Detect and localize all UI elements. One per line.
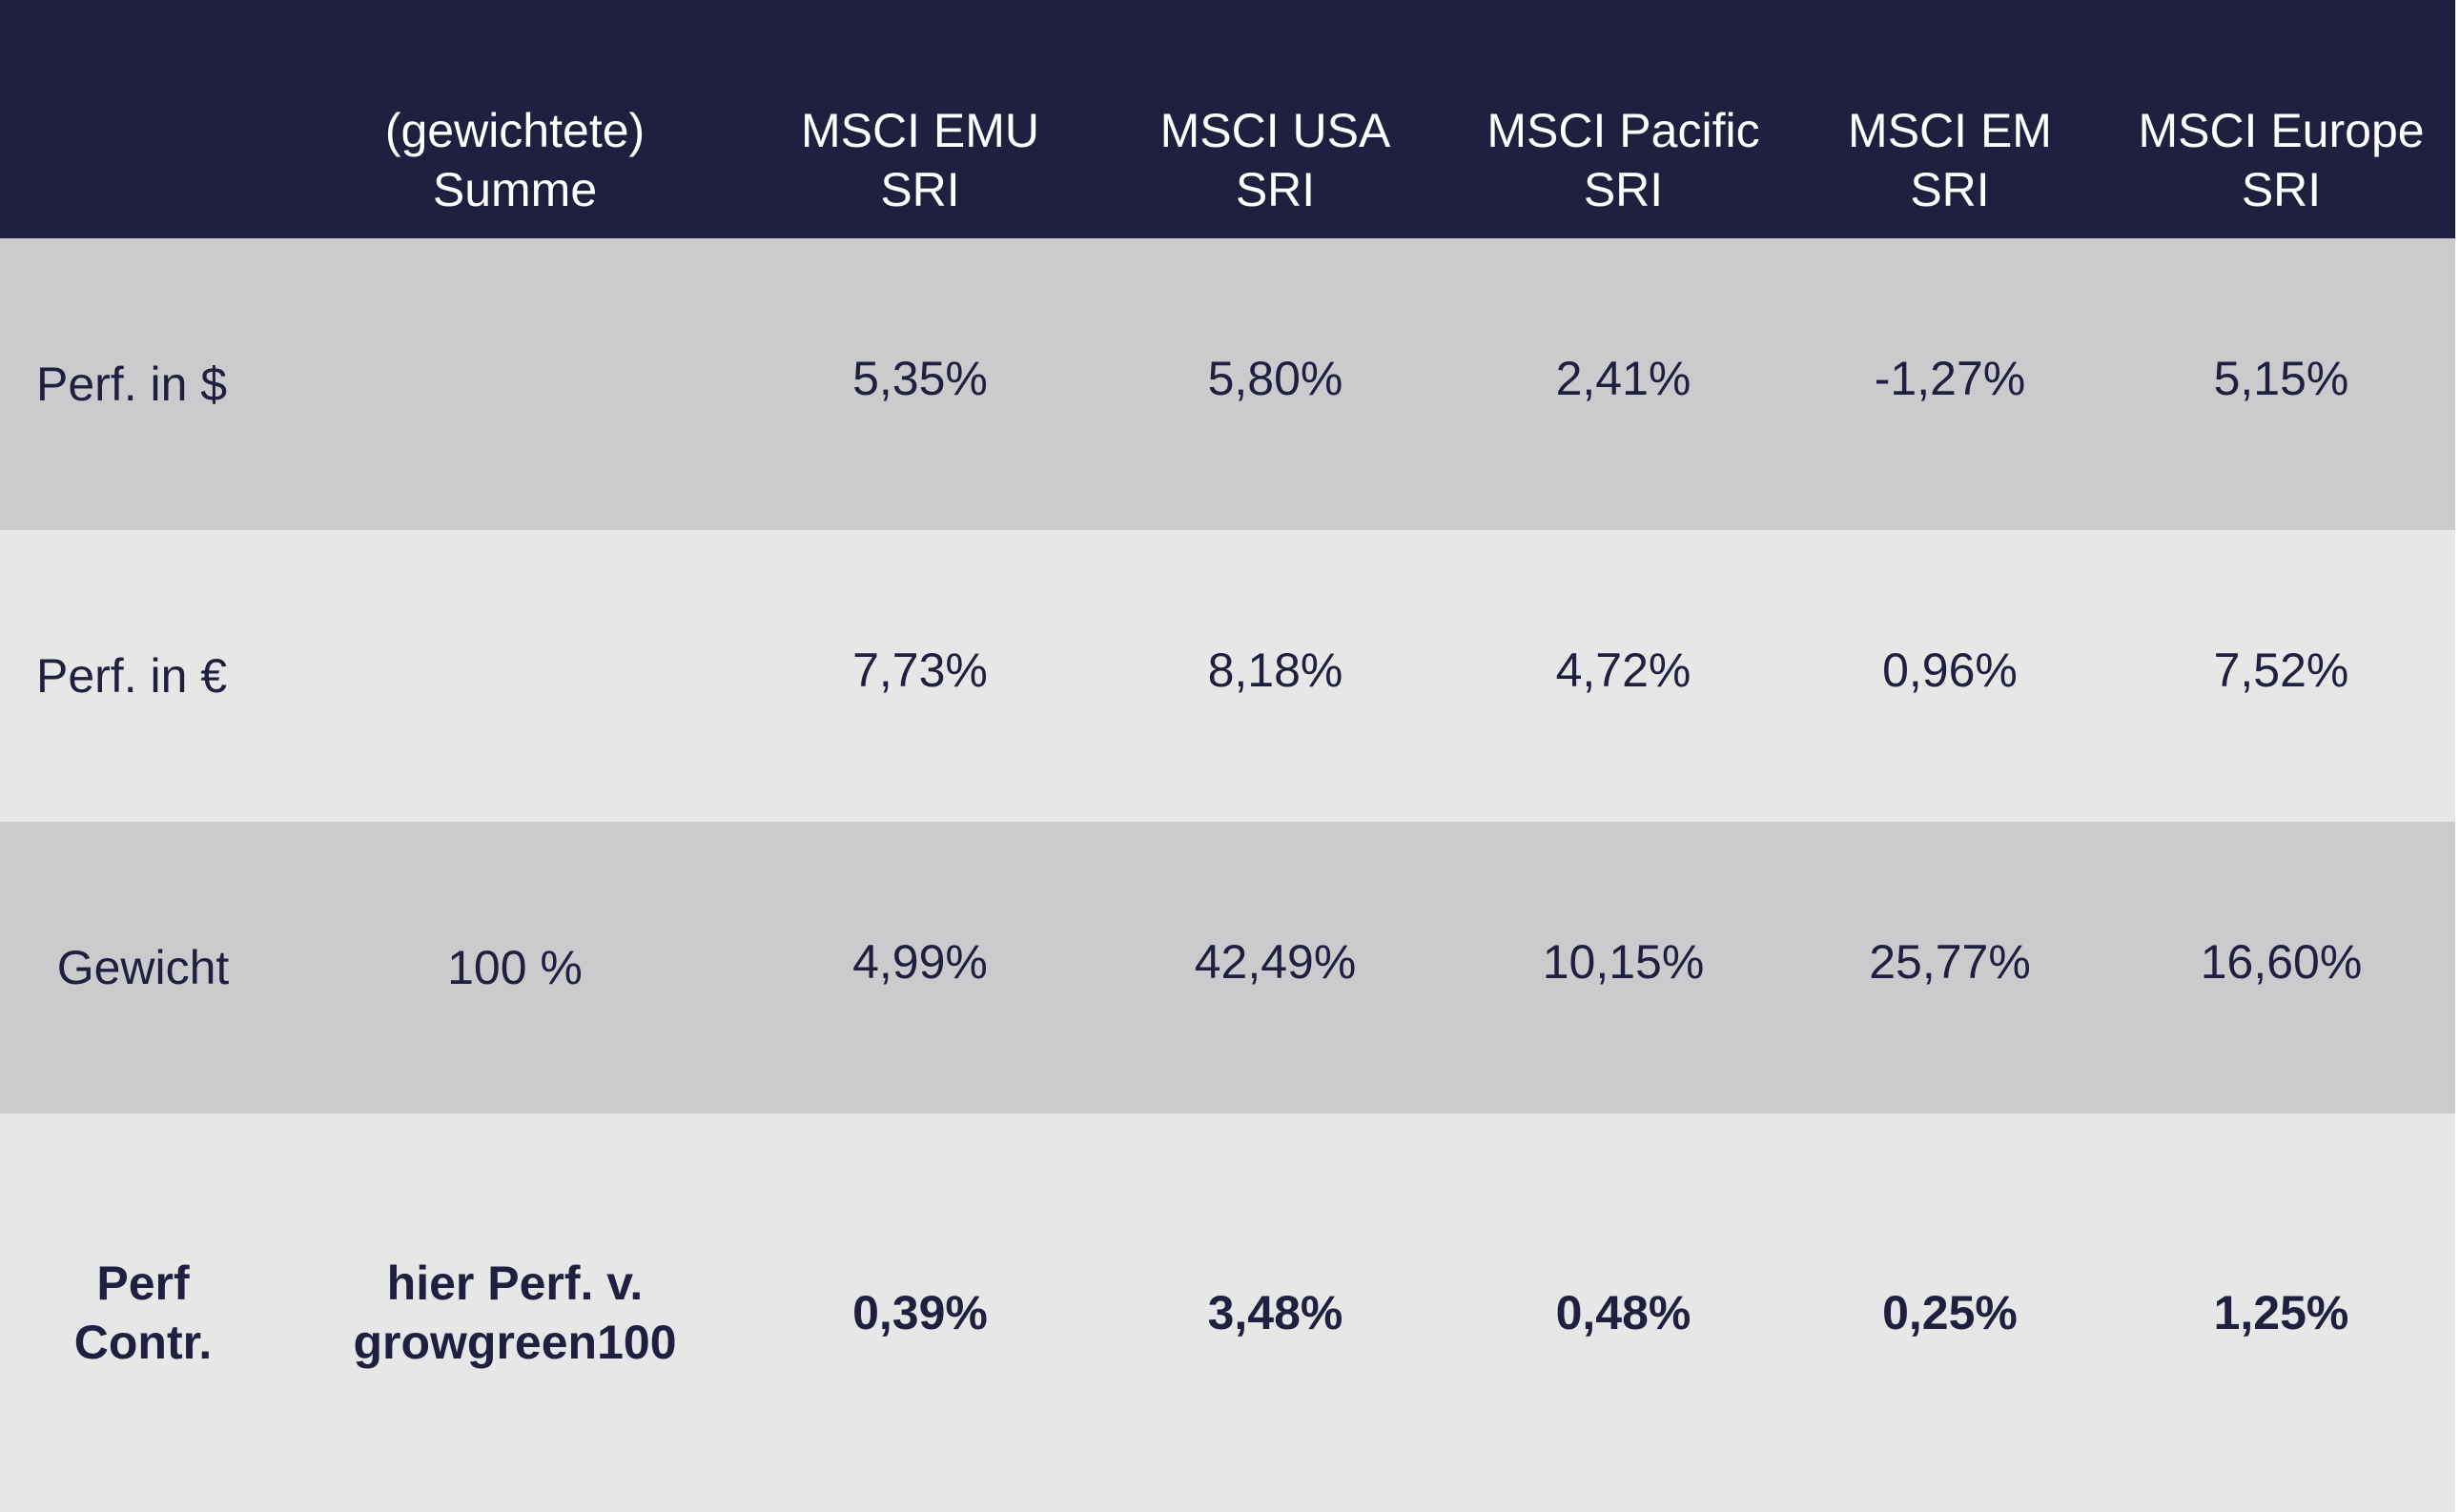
cell-value: 0,96% bbox=[1793, 530, 2107, 822]
header-line: Summe bbox=[432, 163, 598, 216]
cell-sum bbox=[286, 530, 744, 822]
cell-value: -1,27% bbox=[1793, 238, 2107, 530]
value: 5,15% bbox=[2213, 352, 2349, 405]
cell-sum bbox=[286, 238, 744, 530]
value: 8,18% bbox=[1207, 644, 1343, 697]
header-msci-europe: MSCI Europe SRI bbox=[2107, 0, 2455, 238]
header-msci-em: MSCI EM SRI bbox=[1793, 0, 2107, 238]
cell-value: 2,41% bbox=[1454, 238, 1793, 530]
header-row: (gewichtete) Summe MSCI EMU SRI MSCI USA SR… bbox=[0, 0, 2455, 238]
cell-value: 0,48% bbox=[1454, 1114, 1793, 1512]
cell-value: 42,49% bbox=[1097, 822, 1454, 1114]
cell-value: 7,73% bbox=[744, 530, 1097, 822]
cell-value: 3,48% bbox=[1097, 1114, 1454, 1512]
cell-value: 7,52% bbox=[2107, 530, 2455, 822]
header-line: SRI bbox=[1235, 163, 1316, 216]
cell-value: 1,25% bbox=[2107, 1114, 2455, 1512]
cell-value: 0,39% bbox=[744, 1114, 1097, 1512]
cell-value: 4,99% bbox=[744, 822, 1097, 1114]
table-row-perf-eur: Perf. in € 7,73% 8,18% 4,72% 0,96% 7,52% bbox=[0, 530, 2455, 822]
cell-value: 0,25% bbox=[1793, 1114, 2107, 1512]
cell-sum: hier Perf. v. growgreen100 bbox=[286, 1114, 744, 1512]
header-line: MSCI Europe bbox=[2138, 104, 2425, 157]
value: 1,25% bbox=[2213, 1286, 2349, 1339]
value: 0,48% bbox=[1555, 1286, 1691, 1339]
row-label: Gewicht bbox=[56, 941, 230, 994]
cell-value: 10,15% bbox=[1454, 822, 1793, 1114]
sum-line: growgreen100 bbox=[353, 1316, 677, 1369]
header-msci-pacific: MSCI Pacific SRI bbox=[1454, 0, 1793, 238]
value: 2,41% bbox=[1555, 352, 1691, 405]
header-sum: (gewichtete) Summe bbox=[286, 0, 744, 238]
value: 7,73% bbox=[852, 644, 988, 697]
header-empty bbox=[0, 0, 286, 238]
header-line: SRI bbox=[1583, 163, 1664, 216]
cell-value: 4,72% bbox=[1454, 530, 1793, 822]
header-line: SRI bbox=[1910, 163, 1990, 216]
value: 4,72% bbox=[1555, 644, 1691, 697]
value: 0,39% bbox=[852, 1286, 988, 1339]
sum-line: hier Perf. v. bbox=[386, 1257, 644, 1310]
header-line: MSCI Pacific bbox=[1486, 104, 1760, 157]
row-label: Perf Contr. bbox=[0, 1114, 286, 1512]
header-line: MSCI EM bbox=[1848, 104, 2052, 157]
cell-sum: 100 % bbox=[447, 941, 583, 994]
label-line: Perf bbox=[96, 1257, 190, 1310]
value: 4,99% bbox=[852, 935, 988, 989]
cell-value: 16,60% bbox=[2107, 822, 2455, 1114]
header-line: (gewichtete) bbox=[384, 104, 646, 157]
table-row-perf-usd: Perf. in $ 5,35% 5,80% 2,41% -1,27% 5,15… bbox=[0, 238, 2455, 530]
cell-value: 8,18% bbox=[1097, 530, 1454, 822]
row-label: Perf. in € bbox=[36, 649, 228, 703]
value: 10,15% bbox=[1542, 935, 1705, 989]
cell-value: 5,35% bbox=[744, 238, 1097, 530]
table-row-weight: Gewicht 100 % 4,99% 42,49% 10,15% 25,77%… bbox=[0, 822, 2455, 1114]
value: 16,60% bbox=[2200, 935, 2363, 989]
cell-value: 5,15% bbox=[2107, 238, 2455, 530]
cell-value: 5,80% bbox=[1097, 238, 1454, 530]
value: 5,35% bbox=[852, 352, 988, 405]
value: -1,27% bbox=[1874, 352, 2026, 405]
header-line: MSCI USA bbox=[1159, 104, 1391, 157]
header-line: SRI bbox=[880, 163, 960, 216]
value: 5,80% bbox=[1207, 352, 1343, 405]
table-row-perf-contr: Perf Contr. hier Perf. v. growgreen100 0,3… bbox=[0, 1114, 2455, 1512]
value: 0,96% bbox=[1882, 644, 2018, 697]
header-line: MSCI EMU bbox=[801, 104, 1039, 157]
header-msci-emu: MSCI EMU SRI bbox=[744, 0, 1097, 238]
value: 7,52% bbox=[2213, 644, 2349, 697]
label-line: Contr. bbox=[73, 1316, 213, 1369]
row-label: Perf. in $ bbox=[36, 358, 228, 411]
value: 3,48% bbox=[1207, 1286, 1343, 1339]
header-msci-usa: MSCI USA SRI bbox=[1097, 0, 1454, 238]
value: 42,49% bbox=[1194, 935, 1357, 989]
cell-value: 25,77% bbox=[1793, 822, 2107, 1114]
header-line: SRI bbox=[2241, 163, 2322, 216]
value: 25,77% bbox=[1869, 935, 2031, 989]
value: 0,25% bbox=[1882, 1286, 2018, 1339]
table-header: (gewichtete) Summe MSCI EMU SRI MSCI USA SR… bbox=[0, 0, 2455, 238]
